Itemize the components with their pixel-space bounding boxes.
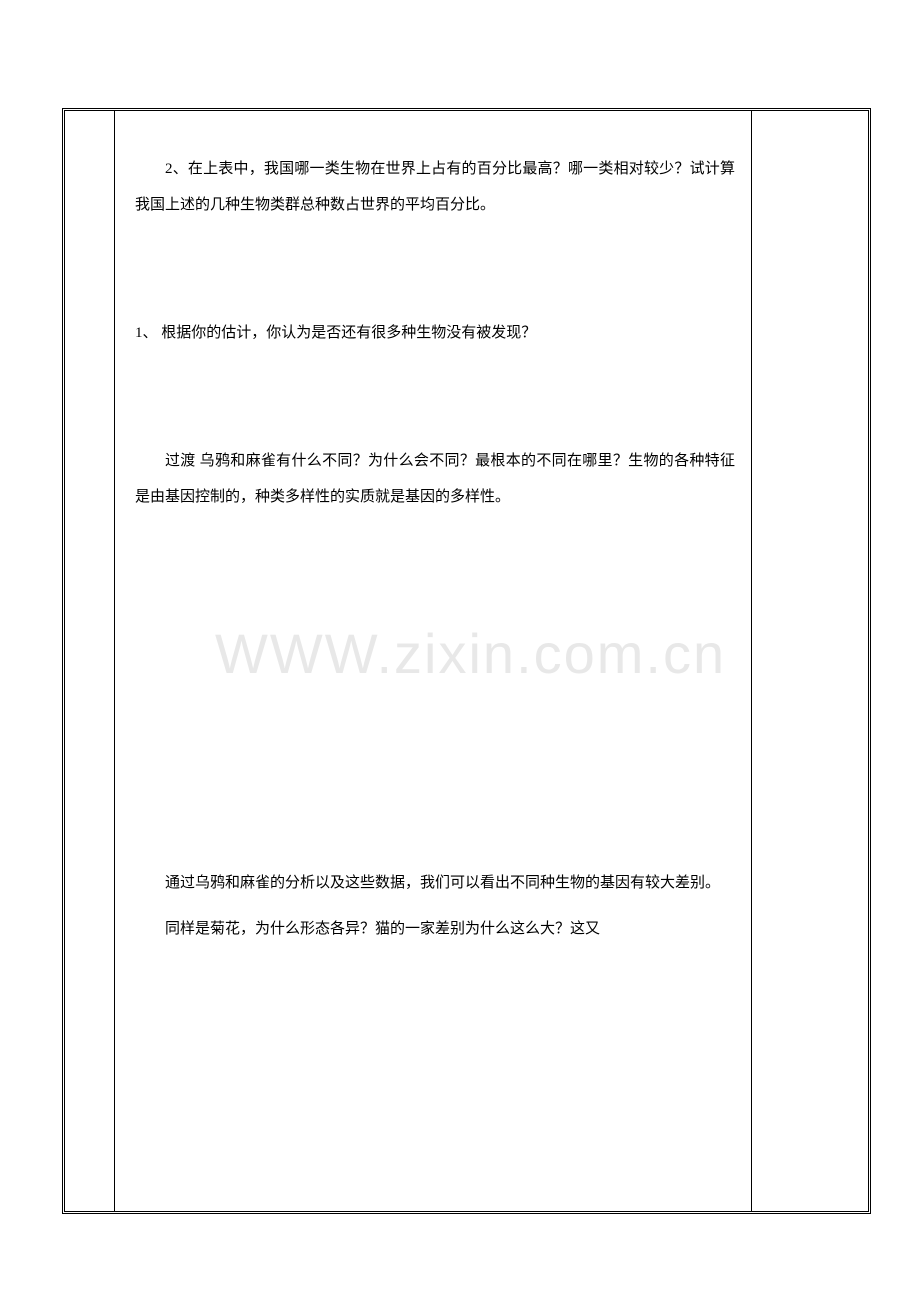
paragraph-transition: 过渡 乌鸦和麻雀有什么不同？为什么会不同？最根本的不同在哪里？生物的各种特征是由… [135,443,735,515]
left-column-divider [114,111,115,1211]
paragraph-question-flowers: 同样是菊花，为什么形态各异？猫的一家差别为什么这么大？这又 [135,911,735,947]
right-column-divider [751,111,752,1211]
paragraph-question-1: 1、 根据你的估计，你认为是否还有很多种生物没有被发现？ [135,315,735,351]
spacer [135,361,735,443]
spacer [135,525,735,865]
document-frame: WWW.zixin.com.cn 2、在上表中，我国哪一类生物在世界上占有的百分… [62,108,871,1214]
main-content: 2、在上表中，我国哪一类生物在世界上占有的百分比最高？哪一类相对较少？试计算我国… [125,111,745,1211]
spacer [135,233,735,315]
paragraph-question-2: 2、在上表中，我国哪一类生物在世界上占有的百分比最高？哪一类相对较少？试计算我国… [135,151,735,223]
paragraph-analysis: 通过乌鸦和麻雀的分析以及这些数据，我们可以看出不同种生物的基因有较大差别。 [135,865,735,901]
